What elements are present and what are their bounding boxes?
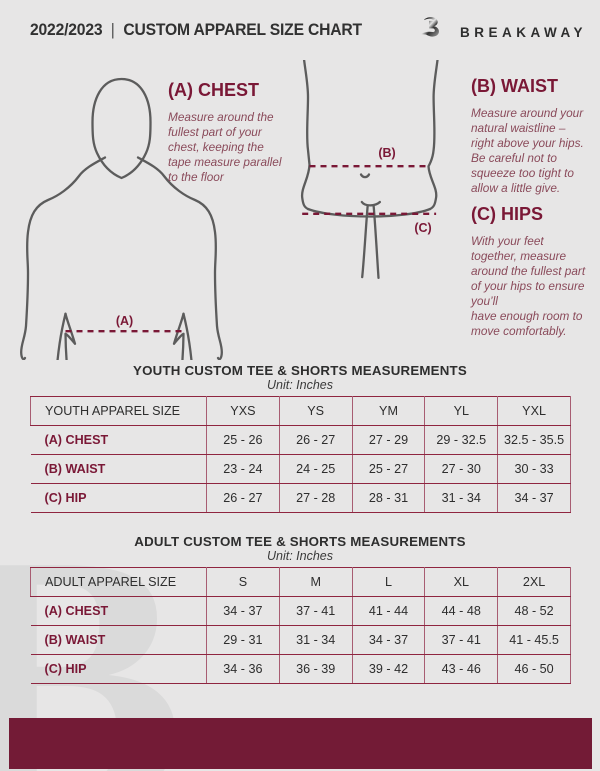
- svg-text:(C): (C): [414, 221, 431, 235]
- svg-text:(A): (A): [116, 314, 133, 328]
- svg-text:(B): (B): [378, 146, 395, 160]
